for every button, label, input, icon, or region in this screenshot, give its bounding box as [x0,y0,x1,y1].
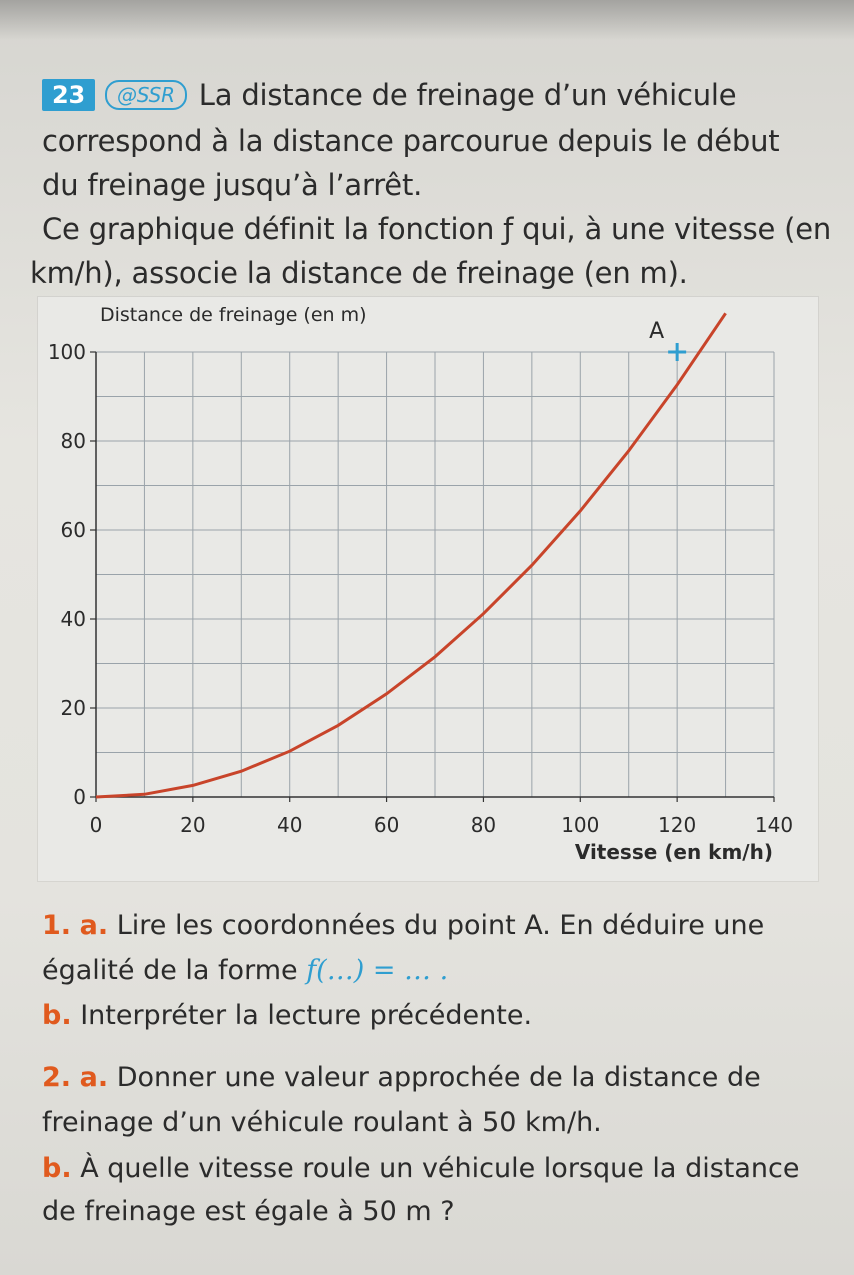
chart-grid [95,351,775,798]
intro-line-5: km/h), associe la distance de freinage (… [30,256,688,290]
exercise-number: 23 [42,79,95,111]
question-2-letter-a: a. [79,1062,109,1093]
x-tick-label: 60 [374,813,399,837]
question-number-2: 2. [42,1062,72,1093]
y-axis-label: Distance de freinage (en m) [100,304,367,326]
intro-text-1: La distance de freinage d’un véhicule [198,78,737,112]
question-1a-text-2: égalité de la forme [42,955,307,986]
x-tick-label: 80 [471,813,496,837]
chart-container: 0 20 40 60 80 100 120 140 0 20 40 60 80 100 A Distanc… [38,297,818,881]
question-1a-formula: f(…) = … . [306,955,449,986]
question-2a-line-2: freinage d’un véhicule roulant à 50 km/h… [42,1107,602,1138]
braking-curve [95,312,727,799]
question-1b-line: b. Interpréter la lecture précédente. [42,1000,532,1031]
intro-line-3: du freinage jusqu’à l’arrêt. [42,168,423,202]
x-axis-label: Vitesse (en km/h) [575,840,773,864]
question-letter-a: a. [79,910,109,941]
x-tick-label: 100 [561,813,599,837]
exercise-tag: @SSR [105,80,187,110]
question-2a-text-1: Donner une valeur approchée de la distan… [116,1062,761,1093]
question-number-1: 1. [42,910,72,941]
x-tick-label: 140 [755,813,793,837]
question-1a-text-1: Lire les coordonnées du point A. En dédu… [116,910,765,941]
x-tick-label: 120 [658,813,696,837]
question-2-letter-b: b. [42,1153,72,1184]
page-shadow [0,0,854,40]
x-tick-label: 0 [90,813,103,837]
question-2b-line-2: de freinage est égale à 50 m ? [42,1196,455,1227]
chart-ticks: 0 20 40 60 80 100 120 140 0 20 40 60 80 100 [48,340,793,837]
question-2b-line-1: b. À quelle vitesse roule un véhicule lo… [42,1153,799,1184]
y-tick-label: 60 [61,518,86,542]
question-1b-text: Interpréter la lecture précédente. [80,1000,533,1031]
chart-axes [95,352,774,798]
question-2b-text-1: À quelle vitesse roule un véhicule lorsq… [80,1153,800,1184]
y-tick-label: 100 [48,340,86,364]
question-2a-line-1: 2. a. Donner une valeur approchée de la … [42,1062,761,1093]
point-a-label: A [649,319,664,344]
intro-line-4: Ce graphique définit la fonction ƒ qui, … [42,212,832,246]
point-a: A [649,319,687,361]
y-tick-label: 20 [61,696,86,720]
x-tick-label: 40 [277,813,302,837]
y-tick-label: 40 [61,607,86,631]
y-tick-label: 0 [73,785,86,809]
x-tick-label: 20 [180,813,205,837]
question-1a-line-1: 1. a. Lire les coordonnées du point A. E… [42,910,764,941]
braking-distance-chart: 0 20 40 60 80 100 120 140 0 20 40 60 80 100 A Distanc… [48,304,793,864]
question-letter-b: b. [42,1000,72,1031]
intro-line-1: 23 @SSR La distance de freinage d’un véhic… [42,78,737,112]
question-1a-line-2: égalité de la forme f(…) = … . [42,955,448,986]
y-tick-label: 80 [61,429,86,453]
intro-line-2: correspond à la distance parcourue depui… [42,124,780,158]
